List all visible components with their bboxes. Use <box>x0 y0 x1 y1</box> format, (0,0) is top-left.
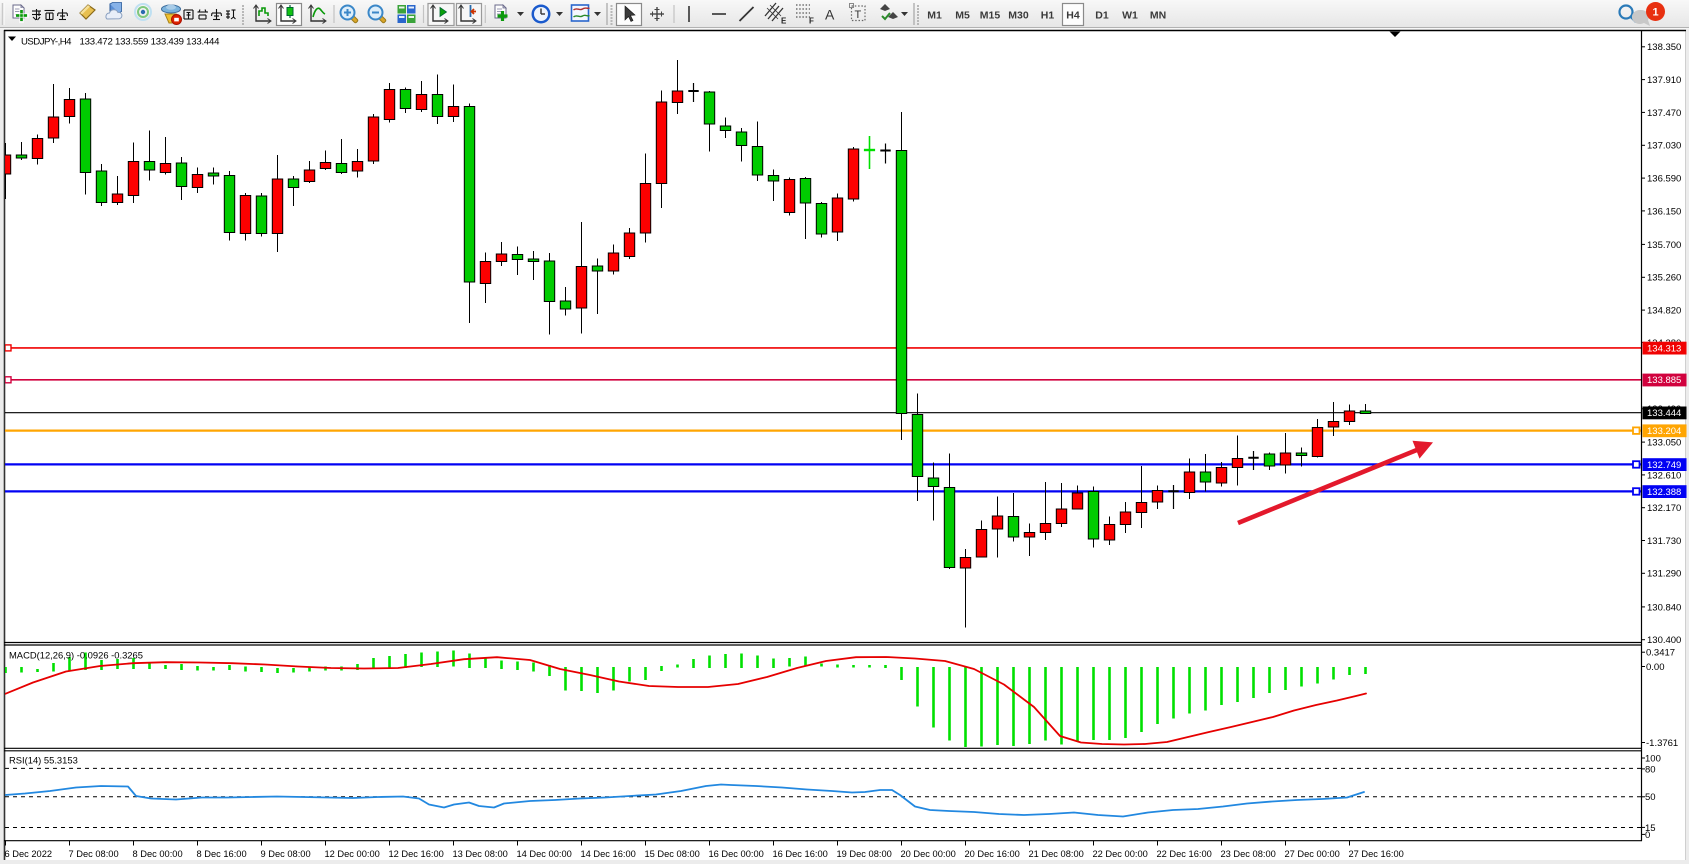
svg-text:MN: MN <box>1150 10 1166 22</box>
svg-text:135.700: 135.700 <box>1647 240 1681 251</box>
svg-text:50: 50 <box>1645 792 1656 803</box>
svg-text:MACD(12,26,9) -0.0926 -0.3265: MACD(12,26,9) -0.0926 -0.3265 <box>9 650 143 661</box>
svg-text:137.030: 137.030 <box>1647 141 1681 152</box>
svg-text:0.00: 0.00 <box>1646 662 1665 673</box>
svg-text:136.150: 136.150 <box>1647 206 1681 217</box>
svg-text:M5: M5 <box>955 10 970 22</box>
svg-text:6 Dec 2022: 6 Dec 2022 <box>5 849 53 859</box>
svg-text:137.910: 137.910 <box>1647 75 1681 86</box>
svg-text:133.885: 133.885 <box>1647 375 1681 386</box>
svg-text:130.840: 130.840 <box>1647 602 1681 613</box>
svg-text:134.820: 134.820 <box>1647 306 1681 317</box>
svg-text:7 Dec 08:00: 7 Dec 08:00 <box>69 849 119 859</box>
svg-text:22 Dec 16:00: 22 Dec 16:00 <box>1157 849 1212 859</box>
svg-text:15: 15 <box>1645 823 1656 834</box>
svg-text:138.350: 138.350 <box>1647 42 1681 53</box>
svg-text:100: 100 <box>1645 753 1661 764</box>
svg-text:RSI(14) 55.3153: RSI(14) 55.3153 <box>9 755 78 766</box>
svg-text:20 Dec 00:00: 20 Dec 00:00 <box>901 849 956 859</box>
svg-text:136.590: 136.590 <box>1647 174 1681 185</box>
svg-text:14 Dec 16:00: 14 Dec 16:00 <box>581 849 636 859</box>
svg-text:M1: M1 <box>927 10 942 22</box>
svg-text:9 Dec 08:00: 9 Dec 08:00 <box>261 849 311 859</box>
svg-text:21 Dec 08:00: 21 Dec 08:00 <box>1029 849 1084 859</box>
svg-text:16 Dec 16:00: 16 Dec 16:00 <box>773 849 828 859</box>
svg-text:132.170: 132.170 <box>1647 503 1681 514</box>
svg-text:H1: H1 <box>1041 10 1055 22</box>
svg-text:23 Dec 08:00: 23 Dec 08:00 <box>1221 849 1276 859</box>
svg-text:H4: H4 <box>1066 10 1080 22</box>
svg-text:13 Dec 08:00: 13 Dec 08:00 <box>453 849 508 859</box>
svg-text:137.470: 137.470 <box>1647 108 1681 119</box>
svg-text:W1: W1 <box>1122 10 1138 22</box>
svg-text:135.260: 135.260 <box>1647 273 1681 284</box>
svg-text:0.3417: 0.3417 <box>1646 648 1675 659</box>
svg-text:133.444: 133.444 <box>1647 408 1681 419</box>
svg-text:132.749: 132.749 <box>1647 460 1681 471</box>
svg-text:E: E <box>781 17 787 26</box>
svg-text:27 Dec 00:00: 27 Dec 00:00 <box>1285 849 1340 859</box>
svg-text:12 Dec 00:00: 12 Dec 00:00 <box>325 849 380 859</box>
svg-text:132.388: 132.388 <box>1647 487 1681 498</box>
svg-text:132.610: 132.610 <box>1647 470 1681 481</box>
svg-text:16 Dec 00:00: 16 Dec 00:00 <box>709 849 764 859</box>
svg-text:USDJPY-,H4: USDJPY-,H4 <box>21 37 72 48</box>
svg-text:-1.3761: -1.3761 <box>1646 738 1678 749</box>
svg-text:M15: M15 <box>980 10 1001 22</box>
svg-text:131.290: 131.290 <box>1647 569 1681 580</box>
svg-text:80: 80 <box>1645 764 1656 775</box>
svg-text:F: F <box>809 17 814 26</box>
svg-text:12 Dec 16:00: 12 Dec 16:00 <box>389 849 444 859</box>
svg-text:M30: M30 <box>1008 10 1029 22</box>
svg-text:134.313: 134.313 <box>1647 343 1681 354</box>
svg-text:20 Dec 16:00: 20 Dec 16:00 <box>965 849 1020 859</box>
svg-text:0: 0 <box>1645 830 1650 841</box>
svg-text:T: T <box>855 9 862 21</box>
svg-text:133.204: 133.204 <box>1647 426 1681 437</box>
svg-text:19 Dec 08:00: 19 Dec 08:00 <box>837 849 892 859</box>
svg-text:8 Dec 00:00: 8 Dec 00:00 <box>133 849 183 859</box>
svg-text:14 Dec 00:00: 14 Dec 00:00 <box>517 849 572 859</box>
svg-text:8 Dec 16:00: 8 Dec 16:00 <box>197 849 247 859</box>
svg-text:1: 1 <box>1652 7 1658 19</box>
svg-text:D1: D1 <box>1095 10 1109 22</box>
svg-text:27 Dec 16:00: 27 Dec 16:00 <box>1349 849 1404 859</box>
svg-text:22 Dec 00:00: 22 Dec 00:00 <box>1093 849 1148 859</box>
svg-text:131.730: 131.730 <box>1647 536 1681 547</box>
svg-text:130.400: 130.400 <box>1647 635 1681 646</box>
svg-text:15 Dec 08:00: 15 Dec 08:00 <box>645 849 700 859</box>
svg-text:133.050: 133.050 <box>1647 438 1681 449</box>
svg-text:A: A <box>825 7 835 23</box>
svg-text:133.472 133.559 133.439 133.44: 133.472 133.559 133.439 133.444 <box>80 37 221 48</box>
